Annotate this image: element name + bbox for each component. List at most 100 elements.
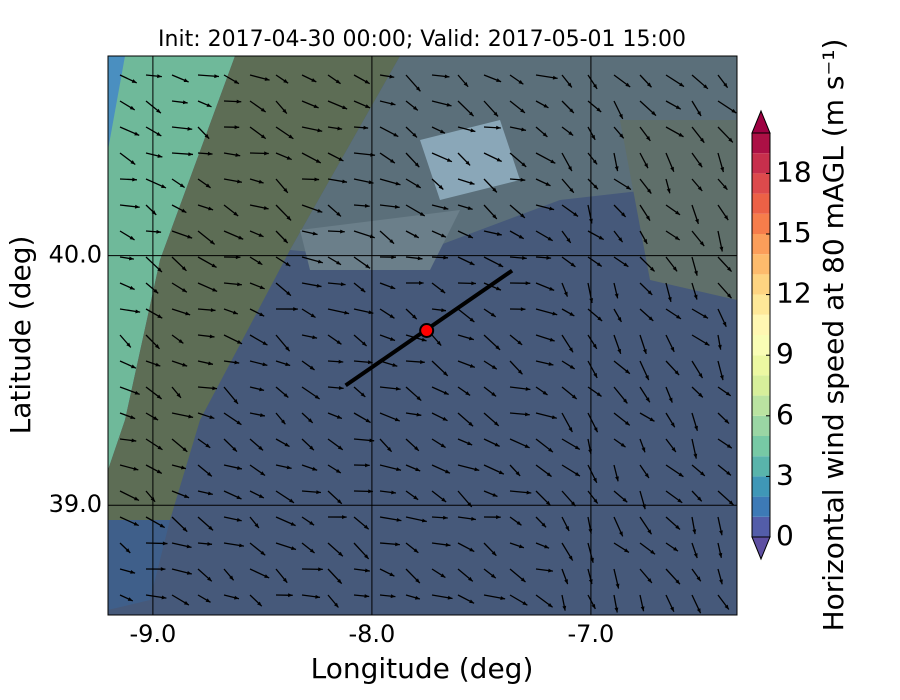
wind-arrow-head [718,552,723,558]
wind-arrow-head [443,515,448,520]
wind-arrow-head [315,594,321,599]
wind-arrow-head [365,104,371,108]
wind-arrow-head [524,444,530,448]
wind-arrow-head [642,348,647,354]
wind-arrow-head [130,415,136,419]
wind-arrow-head [183,78,189,83]
wind-arrow-head [651,111,656,116]
wind-arrow-head [674,235,680,241]
wind-arrow-head [520,108,525,113]
wind-arrow-head [544,544,550,549]
wind-arrow-head [573,212,579,217]
wind-arrow-head [342,105,348,109]
wind-arrow-head [467,502,472,507]
wind-arrow-head [233,211,239,216]
wind-arrow-head [545,182,551,186]
wind-arrow-head [154,344,160,349]
colorbar-frame [751,132,771,538]
wind-arrow-head [229,575,234,581]
wind-arrow-head [441,497,447,503]
wind-arrow-head [390,101,396,106]
wind-arrow-head [260,550,266,556]
wind-arrow-head [368,489,373,494]
wind-arrow-head [467,206,473,210]
wind-arrow-head [156,131,162,136]
wind-arrow-head [420,360,425,364]
wind-arrow-head [675,210,681,215]
colorbar-band [752,294,770,315]
wind-arrow-head [646,188,652,194]
wind-arrow-head [443,371,448,376]
wind-arrow-head [342,179,347,184]
wind-arrow-head [725,391,731,396]
wind-arrow-head [469,547,475,552]
colorbar-tick-label: 3 [776,458,794,491]
wind-arrow-head [670,346,675,352]
wind-arrow-head [649,266,655,272]
wind-arrow-head [569,364,575,369]
wind-arrow-head [719,246,724,252]
wind-arrow-head [333,602,339,608]
wind-arrow-head [547,602,553,608]
colorbar-band [752,415,770,436]
wind-arrow-head [720,167,725,173]
wind-arrow-head [130,364,136,369]
wind-arrow-head [495,345,501,350]
wind-arrow-head [591,134,596,140]
wind-arrow-head [254,523,259,528]
wind-arrow-head [337,499,342,504]
wind-arrow-head [731,108,737,114]
wind-arrow-head [621,212,626,217]
wind-arrow-head [336,414,342,419]
wind-arrow-head [282,108,287,114]
wind-arrow-head [552,311,558,316]
colorbar-band [752,395,770,416]
wind-arrow-head [309,520,315,526]
wind-arrow-head [130,160,136,165]
wind-arrow-head [541,522,547,528]
wind-arrow-head [468,336,474,341]
colorbar-band [752,213,770,234]
wind-arrow-head [413,548,419,553]
wind-arrow-head [563,291,568,297]
wind-arrow-head [286,291,291,296]
wind-arrow-head [548,568,553,573]
wind-arrow-head [624,421,630,426]
wind-arrow-head [259,387,265,392]
wind-arrow-head [568,427,573,433]
colorbar-tick-label: 12 [776,277,812,310]
wind-arrow-head [260,134,266,139]
wind-arrow-head [671,447,676,453]
wind-arrow-head [338,359,344,364]
wind-arrow-head [239,543,244,548]
wind-arrow-head [415,86,421,92]
wind-arrow-head [646,82,652,88]
wind-arrow-head [516,521,522,526]
wind-arrow-head [517,340,523,345]
wind-arrow-head [264,151,269,156]
wind-arrow-head [697,496,702,502]
wind-arrow-head [338,386,344,390]
wind-arrow-head [289,498,295,503]
wind-arrow-head [280,419,286,425]
wind-arrow-head [283,78,289,84]
wind-arrow-head [467,441,473,445]
wind-arrow-head [364,554,369,559]
wind-arrow-head [567,166,572,172]
wind-arrow-head [467,234,473,238]
wind-arrow-head [622,398,628,404]
wind-arrow-head [491,392,497,397]
wind-arrow-head [697,186,703,192]
wind-arrow-head [670,166,674,172]
wind-arrow-head [188,152,193,157]
wind-arrow-head [395,542,400,547]
wind-arrow-head [390,337,396,341]
wind-arrow-head [625,82,631,88]
wind-arrow-head [314,394,320,400]
wind-arrow-head [130,570,136,574]
wind-arrow-head [552,75,558,80]
wind-arrow-head [674,370,680,376]
wind-arrow-head [567,82,572,88]
wind-arrow-head [469,181,475,185]
wind-arrow-head [340,282,346,287]
